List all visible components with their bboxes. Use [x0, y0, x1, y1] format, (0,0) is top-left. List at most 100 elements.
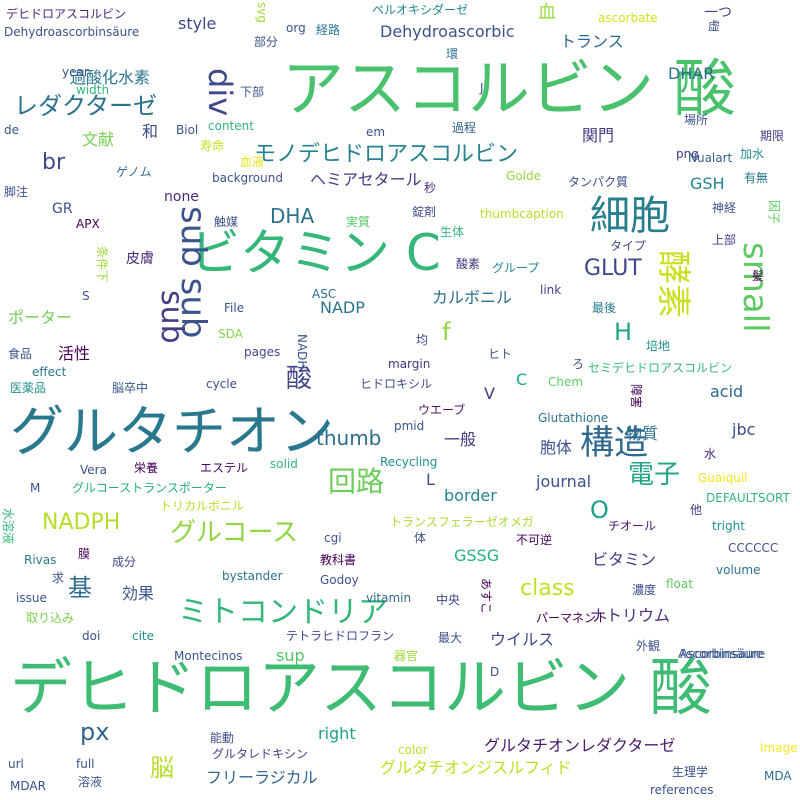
word-191: 条件下: [95, 246, 109, 283]
word-116: 最後: [592, 301, 617, 315]
word-7: small: [735, 242, 775, 333]
word-107: 神経: [712, 201, 737, 215]
word-96: ゲノム: [116, 165, 152, 179]
word-77: グルコーストランスポーター: [72, 481, 227, 495]
word-85: ウエーブ: [418, 403, 466, 417]
word-81: トリカルボニル: [160, 499, 245, 513]
word-12: 回路: [328, 465, 385, 498]
word-23: DHA: [270, 204, 315, 228]
word-79: ヒドロキシル: [360, 377, 433, 391]
word-29: br: [42, 150, 66, 175]
word-148: 生理学: [672, 765, 709, 779]
word-173: url: [8, 757, 24, 771]
word-176: 溶液: [78, 775, 103, 789]
word-71: ペルオキシダーゼ: [372, 3, 469, 17]
word-94: 触媒: [214, 215, 239, 229]
word-9: 構造: [580, 423, 648, 463]
word-60: 文献: [82, 130, 115, 149]
word-14: NADPH: [42, 510, 121, 535]
word-49: 物質: [626, 424, 659, 443]
word-87: 栄養: [134, 461, 159, 475]
word-110: 因子: [767, 200, 781, 225]
word-137: DEFAULTSORT: [706, 491, 790, 505]
word-178: Biol: [176, 123, 199, 137]
word-142: float: [666, 577, 693, 591]
word-139: tright: [712, 519, 745, 533]
word-126: 食品: [8, 347, 33, 361]
word-1: アスコルビン 酸: [282, 52, 736, 125]
word-146: Image: [760, 741, 798, 755]
word-84: チオール: [608, 519, 657, 533]
word-161: issue: [16, 591, 47, 605]
word-128: effect: [32, 365, 67, 379]
word-95: 脚注: [4, 185, 29, 199]
word-36: 活性: [58, 344, 91, 363]
word-52: GSSG: [454, 546, 500, 565]
word-135: 水: [704, 447, 717, 461]
word-169: vitamin: [366, 591, 412, 605]
word-93: 血液: [240, 155, 265, 169]
word-25: f: [442, 318, 451, 346]
word-72: 一つ: [704, 5, 732, 21]
word-158: 膜: [78, 547, 91, 561]
word-40: グルタチオンレダクターゼ: [484, 736, 676, 755]
word-42: journal: [536, 472, 592, 491]
word-34: カルボニル: [432, 288, 513, 307]
word-32: トランス: [560, 32, 624, 51]
word-3: ビタミン C: [190, 224, 441, 282]
word-183: em: [366, 125, 386, 139]
word-68: 皮膚: [126, 251, 154, 267]
word-167: bystander: [222, 569, 283, 583]
word-136: Guaiquil: [698, 471, 748, 485]
word-57: right: [318, 724, 356, 743]
word-162: Rivas: [24, 553, 57, 567]
word-13: グルコース: [170, 518, 299, 548]
word-120: margin: [388, 357, 431, 371]
word-98: 錠剤: [412, 205, 437, 219]
word-74: Ascorbinsäure: [678, 647, 764, 661]
word-19: 基: [68, 574, 92, 602]
word-26: class: [520, 576, 575, 601]
word-44: acid: [710, 382, 744, 401]
word-138: 他: [690, 503, 703, 517]
word-76: トランスフェラーゼオメガ: [390, 515, 534, 529]
word-184: org: [286, 21, 306, 35]
word-129: 脳卒中: [112, 381, 149, 395]
word-70: デヒドロアスコルビン: [6, 7, 127, 21]
word-193: NADH: [295, 334, 309, 370]
word-189: 髪: [752, 269, 765, 283]
word-154: 中央: [436, 593, 461, 607]
word-30: 過酸化水素: [70, 68, 151, 87]
word-149: references: [650, 783, 714, 797]
word-62: 血: [538, 2, 556, 23]
word-123: SDA: [218, 327, 243, 341]
word-97: 実質: [346, 215, 371, 229]
word-101: グループ: [492, 261, 540, 275]
word-33: ヘミアセタール: [310, 170, 422, 189]
word-187: 下部: [240, 85, 265, 99]
word-80: エステル: [200, 461, 249, 475]
word-56: sup: [276, 646, 305, 665]
word-50: 一般: [444, 430, 477, 449]
word-65: C: [516, 370, 528, 389]
word-112: 加水: [740, 147, 765, 161]
word-196: D: [490, 665, 500, 679]
word-151: 能動: [210, 731, 235, 745]
word-188: 虚: [708, 19, 721, 33]
word-61: 和: [142, 122, 159, 141]
word-166: Recycling: [380, 455, 438, 469]
word-143: 濃度: [632, 583, 657, 597]
word-115: 秒: [424, 181, 437, 195]
word-182: de: [4, 123, 19, 137]
word-106: 上部: [712, 233, 737, 247]
word-164: M: [30, 481, 41, 495]
word-73: ascorbate: [598, 11, 658, 25]
word-15: レダクターゼ: [14, 92, 158, 120]
word-172: Montecinos: [174, 649, 243, 663]
word-39: グルタチオンジスルフィド: [380, 758, 572, 777]
word-75: セミデヒドロアスコルビン: [588, 361, 733, 375]
word-194: ろ: [572, 357, 585, 371]
word-66: V: [484, 384, 495, 403]
word-197: cgi: [324, 531, 342, 545]
